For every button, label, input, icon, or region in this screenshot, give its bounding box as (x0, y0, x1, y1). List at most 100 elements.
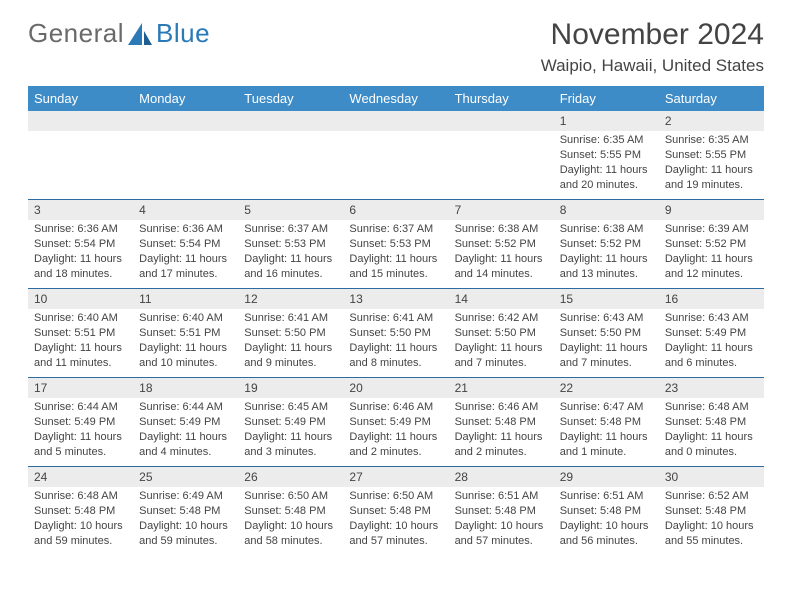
calendar-cell: 11Sunrise: 6:40 AMSunset: 5:51 PMDayligh… (133, 289, 238, 378)
day-number: 7 (449, 200, 554, 220)
location: Waipio, Hawaii, United States (541, 56, 764, 76)
calendar-cell: 9Sunrise: 6:39 AMSunset: 5:52 PMDaylight… (659, 200, 764, 289)
day-info: Sunrise: 6:50 AMSunset: 5:48 PMDaylight:… (238, 487, 343, 552)
day-info: Sunrise: 6:35 AMSunset: 5:55 PMDaylight:… (554, 131, 659, 196)
day-number: 26 (238, 467, 343, 487)
day-info: Sunrise: 6:37 AMSunset: 5:53 PMDaylight:… (343, 220, 448, 285)
calendar-cell: 25Sunrise: 6:49 AMSunset: 5:48 PMDayligh… (133, 467, 238, 556)
day-number: 15 (554, 289, 659, 309)
day-number: 17 (28, 378, 133, 398)
day-info: Sunrise: 6:39 AMSunset: 5:52 PMDaylight:… (659, 220, 764, 285)
day-info: Sunrise: 6:46 AMSunset: 5:48 PMDaylight:… (449, 398, 554, 463)
calendar-cell (449, 111, 554, 200)
day-info: Sunrise: 6:40 AMSunset: 5:51 PMDaylight:… (133, 309, 238, 374)
calendar-cell: 24Sunrise: 6:48 AMSunset: 5:48 PMDayligh… (28, 467, 133, 556)
logo-sail-icon (128, 23, 154, 45)
day-info: Sunrise: 6:36 AMSunset: 5:54 PMDaylight:… (133, 220, 238, 285)
calendar-cell: 1Sunrise: 6:35 AMSunset: 5:55 PMDaylight… (554, 111, 659, 200)
day-number: 24 (28, 467, 133, 487)
day-number: 22 (554, 378, 659, 398)
day-info: Sunrise: 6:43 AMSunset: 5:49 PMDaylight:… (659, 309, 764, 374)
weekday-header: Monday (133, 86, 238, 111)
logo-text-1: General (28, 18, 124, 49)
day-info: Sunrise: 6:35 AMSunset: 5:55 PMDaylight:… (659, 131, 764, 196)
day-number: 27 (343, 467, 448, 487)
page-title: November 2024 (541, 18, 764, 52)
day-info: Sunrise: 6:38 AMSunset: 5:52 PMDaylight:… (554, 220, 659, 285)
day-info: Sunrise: 6:51 AMSunset: 5:48 PMDaylight:… (554, 487, 659, 552)
calendar-cell: 8Sunrise: 6:38 AMSunset: 5:52 PMDaylight… (554, 200, 659, 289)
calendar-cell (343, 111, 448, 200)
day-info: Sunrise: 6:44 AMSunset: 5:49 PMDaylight:… (28, 398, 133, 463)
calendar-table: SundayMondayTuesdayWednesdayThursdayFrid… (28, 86, 764, 555)
day-info: Sunrise: 6:49 AMSunset: 5:48 PMDaylight:… (133, 487, 238, 552)
calendar-cell: 3Sunrise: 6:36 AMSunset: 5:54 PMDaylight… (28, 200, 133, 289)
day-info: Sunrise: 6:52 AMSunset: 5:48 PMDaylight:… (659, 487, 764, 552)
day-info: Sunrise: 6:40 AMSunset: 5:51 PMDaylight:… (28, 309, 133, 374)
calendar-cell: 6Sunrise: 6:37 AMSunset: 5:53 PMDaylight… (343, 200, 448, 289)
calendar-cell: 17Sunrise: 6:44 AMSunset: 5:49 PMDayligh… (28, 378, 133, 467)
calendar-cell: 28Sunrise: 6:51 AMSunset: 5:48 PMDayligh… (449, 467, 554, 556)
day-info: Sunrise: 6:41 AMSunset: 5:50 PMDaylight:… (238, 309, 343, 374)
calendar-cell (28, 111, 133, 200)
calendar-cell: 27Sunrise: 6:50 AMSunset: 5:48 PMDayligh… (343, 467, 448, 556)
weekday-header: Sunday (28, 86, 133, 111)
day-info: Sunrise: 6:42 AMSunset: 5:50 PMDaylight:… (449, 309, 554, 374)
day-number: 4 (133, 200, 238, 220)
calendar-cell: 18Sunrise: 6:44 AMSunset: 5:49 PMDayligh… (133, 378, 238, 467)
calendar-cell: 26Sunrise: 6:50 AMSunset: 5:48 PMDayligh… (238, 467, 343, 556)
day-number: 18 (133, 378, 238, 398)
day-number: 23 (659, 378, 764, 398)
day-number: 5 (238, 200, 343, 220)
calendar-cell: 2Sunrise: 6:35 AMSunset: 5:55 PMDaylight… (659, 111, 764, 200)
day-info: Sunrise: 6:45 AMSunset: 5:49 PMDaylight:… (238, 398, 343, 463)
calendar-cell: 5Sunrise: 6:37 AMSunset: 5:53 PMDaylight… (238, 200, 343, 289)
calendar-cell: 12Sunrise: 6:41 AMSunset: 5:50 PMDayligh… (238, 289, 343, 378)
day-number: 29 (554, 467, 659, 487)
weekday-header: Tuesday (238, 86, 343, 111)
calendar-cell: 10Sunrise: 6:40 AMSunset: 5:51 PMDayligh… (28, 289, 133, 378)
day-number: 30 (659, 467, 764, 487)
day-number: 9 (659, 200, 764, 220)
day-info: Sunrise: 6:48 AMSunset: 5:48 PMDaylight:… (659, 398, 764, 463)
day-number: 14 (449, 289, 554, 309)
calendar-cell: 29Sunrise: 6:51 AMSunset: 5:48 PMDayligh… (554, 467, 659, 556)
calendar-cell: 14Sunrise: 6:42 AMSunset: 5:50 PMDayligh… (449, 289, 554, 378)
calendar-cell: 13Sunrise: 6:41 AMSunset: 5:50 PMDayligh… (343, 289, 448, 378)
calendar-cell: 22Sunrise: 6:47 AMSunset: 5:48 PMDayligh… (554, 378, 659, 467)
calendar-cell: 7Sunrise: 6:38 AMSunset: 5:52 PMDaylight… (449, 200, 554, 289)
day-info: Sunrise: 6:44 AMSunset: 5:49 PMDaylight:… (133, 398, 238, 463)
day-info: Sunrise: 6:47 AMSunset: 5:48 PMDaylight:… (554, 398, 659, 463)
calendar-cell: 4Sunrise: 6:36 AMSunset: 5:54 PMDaylight… (133, 200, 238, 289)
day-number: 10 (28, 289, 133, 309)
calendar-cell (238, 111, 343, 200)
day-info: Sunrise: 6:38 AMSunset: 5:52 PMDaylight:… (449, 220, 554, 285)
day-info: Sunrise: 6:48 AMSunset: 5:48 PMDaylight:… (28, 487, 133, 552)
calendar-cell: 30Sunrise: 6:52 AMSunset: 5:48 PMDayligh… (659, 467, 764, 556)
day-number: 21 (449, 378, 554, 398)
calendar-cell: 19Sunrise: 6:45 AMSunset: 5:49 PMDayligh… (238, 378, 343, 467)
calendar-cell: 15Sunrise: 6:43 AMSunset: 5:50 PMDayligh… (554, 289, 659, 378)
day-number: 19 (238, 378, 343, 398)
day-info: Sunrise: 6:43 AMSunset: 5:50 PMDaylight:… (554, 309, 659, 374)
day-info: Sunrise: 6:36 AMSunset: 5:54 PMDaylight:… (28, 220, 133, 285)
calendar-cell: 21Sunrise: 6:46 AMSunset: 5:48 PMDayligh… (449, 378, 554, 467)
day-number: 28 (449, 467, 554, 487)
weekday-header: Friday (554, 86, 659, 111)
day-info: Sunrise: 6:50 AMSunset: 5:48 PMDaylight:… (343, 487, 448, 552)
day-number: 25 (133, 467, 238, 487)
logo-text-2: Blue (156, 18, 210, 49)
day-number: 3 (28, 200, 133, 220)
day-number: 13 (343, 289, 448, 309)
weekday-header: Thursday (449, 86, 554, 111)
day-number: 12 (238, 289, 343, 309)
day-info: Sunrise: 6:46 AMSunset: 5:49 PMDaylight:… (343, 398, 448, 463)
weekday-header: Saturday (659, 86, 764, 111)
day-info: Sunrise: 6:37 AMSunset: 5:53 PMDaylight:… (238, 220, 343, 285)
day-number: 6 (343, 200, 448, 220)
weekday-header: Wednesday (343, 86, 448, 111)
day-number: 11 (133, 289, 238, 309)
day-number: 1 (554, 111, 659, 131)
calendar-cell: 23Sunrise: 6:48 AMSunset: 5:48 PMDayligh… (659, 378, 764, 467)
logo: General Blue (28, 18, 210, 49)
